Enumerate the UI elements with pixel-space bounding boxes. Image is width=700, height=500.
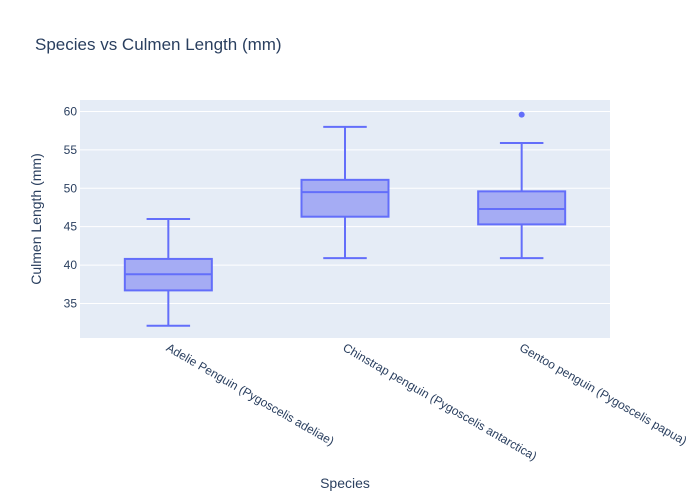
y-axis-title: Culmen Length (mm)	[28, 153, 44, 285]
x-tick-label: Chinstrap penguin (Pygoscelis antarctica…	[341, 340, 540, 463]
chart-title: Species vs Culmen Length (mm)	[35, 35, 282, 54]
y-tick-label: 35	[64, 296, 78, 310]
box-group	[477, 111, 567, 260]
boxes	[123, 111, 567, 327]
outlier-point	[518, 111, 525, 118]
iqr-box	[300, 178, 390, 218]
box-group	[123, 218, 213, 327]
y-tick-label: 50	[64, 181, 78, 195]
iqr-box	[477, 190, 567, 226]
y-axis-ticks: 35 40 45 50 55 60	[64, 105, 78, 311]
y-tick-label: 60	[64, 105, 78, 119]
x-axis-title: Species	[320, 475, 370, 491]
y-tick-label: 55	[64, 143, 78, 157]
x-axis-ticks: Adelie Penguin (Pygoscelis adeliae) Chins…	[164, 340, 690, 463]
x-tick-label: Gentoo penguin (Pygoscelis papua)	[517, 340, 689, 448]
y-tick-label: 45	[64, 220, 78, 234]
box-group	[300, 125, 390, 260]
y-tick-label: 40	[64, 258, 78, 272]
x-tick-label: Adelie Penguin (Pygoscelis adeliae)	[164, 340, 337, 448]
